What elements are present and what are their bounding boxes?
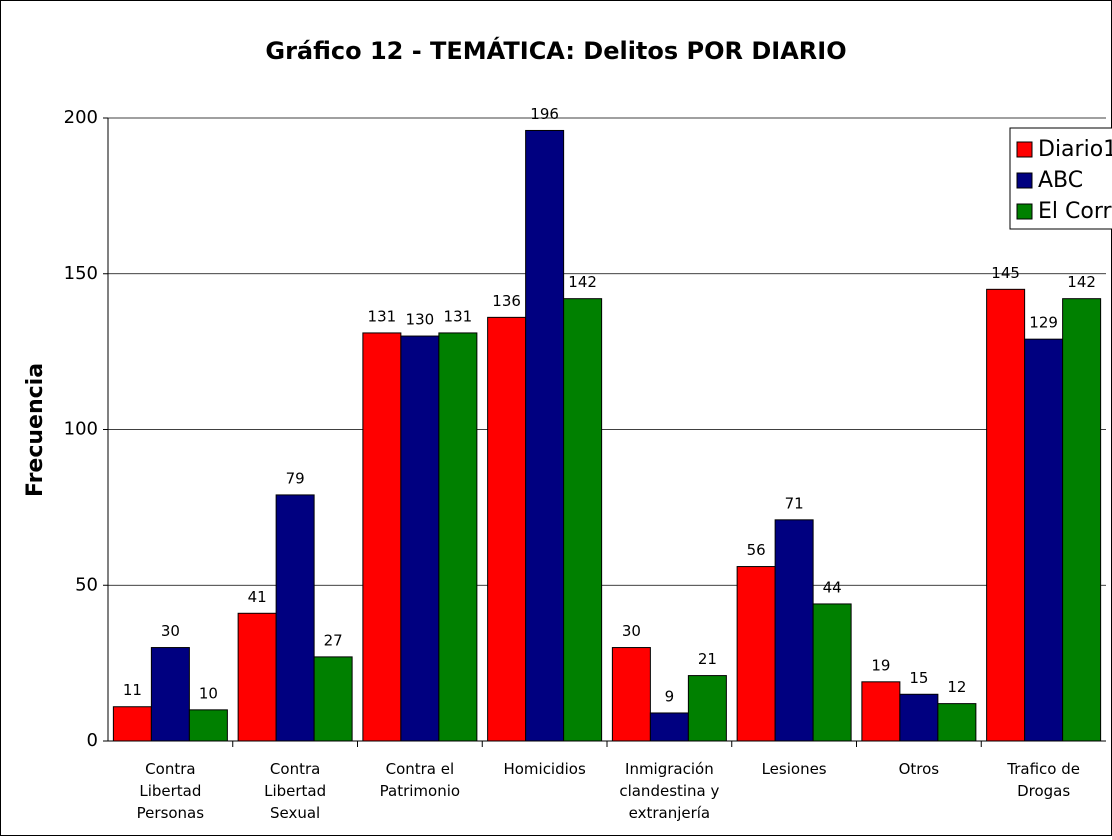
value-label: 142 [1067, 273, 1096, 291]
x-tick-label: Homicidios [503, 760, 586, 778]
bar [736, 566, 776, 742]
value-label: 15 [909, 669, 928, 687]
legend-swatch [1016, 141, 1033, 158]
y-tick-label: 200 [64, 107, 98, 128]
value-label: 41 [248, 588, 267, 606]
bar [687, 675, 727, 742]
x-tick-label-line: Libertad [264, 782, 326, 800]
value-label: 11 [123, 681, 142, 699]
bar [112, 706, 152, 742]
legend-swatch [1016, 203, 1033, 220]
bar [937, 703, 977, 742]
value-label: 129 [1029, 314, 1058, 332]
y-tick-label: 0 [87, 730, 98, 751]
y-tick-label: 100 [64, 419, 98, 440]
value-label: 130 [406, 311, 435, 329]
x-tick-label: Contra el Patrimonio [380, 760, 460, 800]
x-tick-label: Lesiones [762, 760, 827, 778]
x-tick-label: Inmigración clandestina y extranjería [619, 760, 719, 822]
bar [362, 332, 402, 742]
value-label: 196 [530, 105, 559, 123]
bar [986, 288, 1026, 742]
x-tick-label-line: Libertad [139, 782, 201, 800]
x-tick-label-line: Lesiones [762, 760, 827, 778]
bar [1062, 298, 1102, 742]
x-tick-label-line: clandestina y [619, 782, 719, 800]
bar [400, 335, 440, 742]
y-tick-label: 150 [64, 263, 98, 284]
x-tick-label-line: Homicidios [503, 760, 586, 778]
chart-title: Gráfico 12 - TEMÁTICA: Delitos POR DIARI… [265, 36, 846, 65]
value-label: 56 [747, 541, 766, 559]
value-label: 19 [871, 656, 890, 674]
bar [150, 647, 190, 742]
value-label: 9 [665, 687, 675, 705]
value-label: 44 [823, 578, 842, 596]
value-label: 136 [492, 292, 521, 310]
bar [563, 298, 603, 742]
y-tick-label: 50 [75, 574, 98, 595]
value-label: 12 [947, 678, 966, 696]
value-label: 21 [698, 650, 717, 668]
value-label: 30 [622, 622, 641, 640]
x-tick-label-line: Contra [145, 760, 195, 778]
value-label: 145 [991, 264, 1020, 282]
bar [188, 709, 228, 742]
x-tick-label-line: extranjería [629, 804, 711, 822]
x-tick-label-line: Contra el [386, 760, 455, 778]
x-tick-label: Otros [899, 760, 940, 778]
x-tick-label-line: Patrimonio [380, 782, 460, 800]
value-label: 131 [444, 307, 473, 325]
value-label: 71 [785, 494, 804, 512]
value-label: 10 [199, 684, 218, 702]
bar [275, 494, 315, 742]
bar [649, 712, 689, 742]
legend-label: El Correo [1038, 199, 1112, 224]
bar [237, 612, 277, 742]
legend-label: ABC [1038, 168, 1083, 193]
value-label: 79 [286, 469, 305, 487]
x-tick-label-line: Otros [899, 760, 940, 778]
x-tick-label: Trafico de Drogas [1006, 760, 1080, 800]
x-tick-label: Contra Libertad Personas [137, 760, 205, 822]
bar [812, 603, 852, 742]
x-tick-label-line: Personas [137, 804, 205, 822]
bar [487, 316, 527, 742]
x-tick-label-line: Inmigración [625, 760, 714, 778]
x-tick-label-line: Trafico de [1006, 760, 1080, 778]
x-tick-label-line: Drogas [1017, 782, 1070, 800]
legend-label: Diario16 [1038, 137, 1112, 162]
bar [438, 332, 478, 742]
bar [774, 519, 814, 742]
value-label: 131 [368, 307, 397, 325]
x-tick-label-line: Sexual [270, 804, 320, 822]
legend-swatch [1016, 172, 1033, 189]
y-axis-label: Frecuencia [23, 363, 48, 497]
bar [899, 693, 939, 742]
value-label: 142 [568, 273, 597, 291]
x-tick-label-line: Contra [270, 760, 320, 778]
value-label: 30 [161, 622, 180, 640]
x-tick-label: Contra Libertad Sexual [264, 760, 326, 822]
value-label: 27 [324, 631, 343, 649]
bar [861, 681, 901, 742]
bar [525, 129, 565, 742]
bar [611, 647, 651, 742]
bar [1024, 338, 1064, 742]
bar [313, 656, 353, 742]
